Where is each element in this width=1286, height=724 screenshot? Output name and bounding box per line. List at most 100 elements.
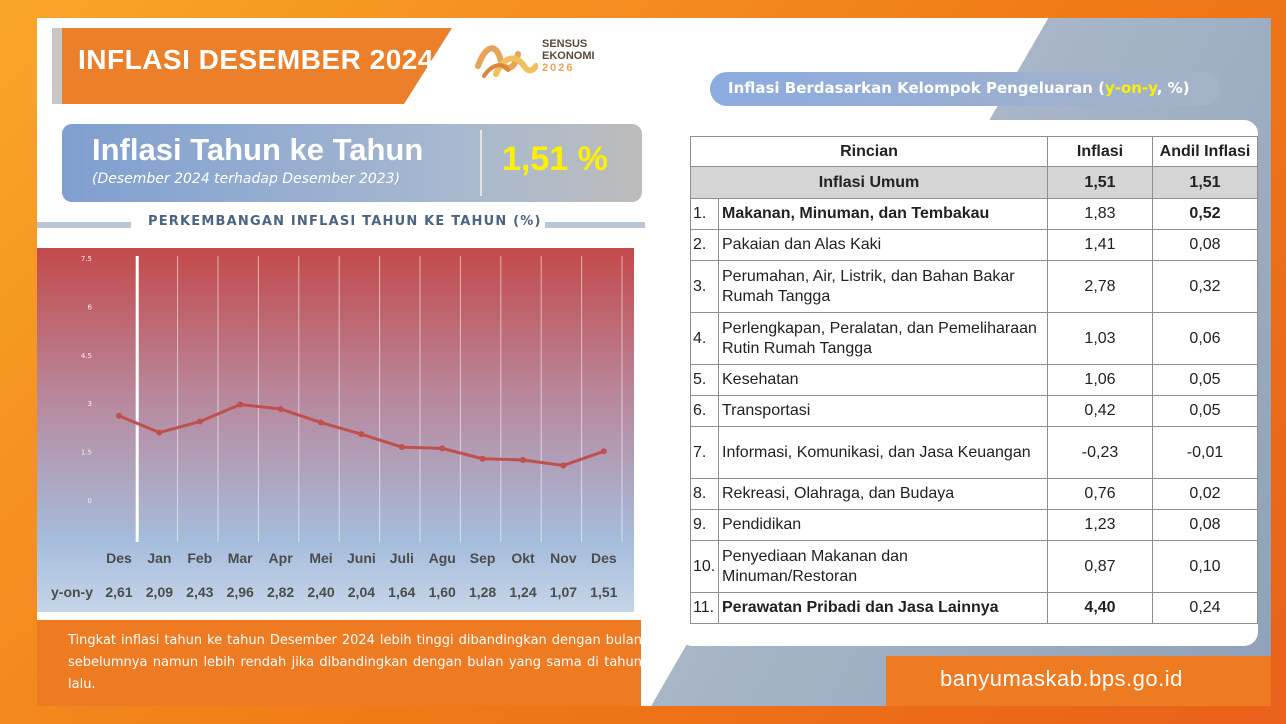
row-number: 8. [690, 478, 719, 510]
row-andil: 0,52 [1152, 198, 1258, 230]
row-inflasi: 4,40 [1047, 592, 1153, 624]
y-tick-label: 1.5 [81, 449, 92, 457]
summary-note: Tingkat inflasi tahun ke tahun Desember … [68, 633, 642, 692]
row-inflasi: 0,42 [1047, 395, 1153, 427]
kpi-value: 1,51 % [502, 140, 608, 178]
title-banner [52, 28, 452, 104]
x-tick-label: Des [590, 550, 617, 566]
y-tick-label: 6 [88, 303, 93, 311]
logo-mark-icon [475, 45, 538, 78]
row-name: Makanan, Minuman, dan Tembakau [718, 198, 1048, 230]
table-row: 1. Makanan, Minuman, dan Tembakau 1,83 0,52 [690, 198, 1258, 230]
table-row: 9. Pendidikan 1,23 0,08 [690, 509, 1258, 541]
row-name: Perumahan, Air, Listrik, dan Bahan Bakar… [718, 260, 1048, 313]
y-tick-label: 3 [88, 400, 92, 408]
row-inflasi: 1,06 [1047, 364, 1153, 396]
sensus-ekonomi-logo: SENSUS EKONOMI 2026 [474, 36, 644, 86]
footer-box: banyumaskab.bps.go.id [886, 656, 1271, 706]
inflation-table: Rincian Inflasi Andil Inflasi Inflasi Um… [690, 136, 1258, 624]
row-andil: -0,01 [1152, 426, 1258, 479]
row-andil: 0,32 [1152, 260, 1258, 313]
data-point [560, 462, 567, 469]
row-andil: 0,24 [1152, 592, 1258, 624]
umum-andil: 1,51 [1152, 166, 1258, 199]
row-label: y-on-y [51, 584, 93, 600]
row-name: Kesehatan [718, 364, 1048, 396]
table-row: 10. Penyediaan Makanan dan Minuman/Restor… [690, 540, 1258, 593]
data-point [479, 455, 486, 462]
row-number: 3. [690, 260, 719, 313]
logo-text: SENSUS EKONOMI 2026 [542, 38, 595, 74]
row-inflasi: 1,41 [1047, 229, 1153, 261]
col-andil: Andil Inflasi [1152, 136, 1258, 167]
row-andil: 0,05 [1152, 364, 1258, 396]
table-row-umum: Inflasi Umum 1,51 1,51 [690, 166, 1258, 199]
y-tick-label: 0 [88, 497, 92, 505]
row-andil: 0,06 [1152, 312, 1258, 365]
row-andil: 0,05 [1152, 395, 1258, 427]
row-number: 9. [690, 509, 719, 541]
data-point [358, 431, 365, 438]
kpi-title: Inflasi Tahun ke Tahun [92, 132, 424, 167]
col-rincian: Rincian [690, 136, 1048, 167]
table-row: 3. Perumahan, Air, Listrik, dan Bahan Bak… [690, 260, 1258, 313]
row-andil: 0,08 [1152, 509, 1258, 541]
data-value-label: 2,96 [226, 584, 254, 600]
footer-url: banyumaskab.bps.go.id [940, 666, 1183, 691]
data-value-label: 1,60 [428, 584, 456, 600]
table-row: 8. Rekreasi, Olahraga, dan Budaya 0,76 0,02 [690, 478, 1258, 510]
row-name: Rekreasi, Olahraga, dan Budaya [718, 478, 1048, 510]
chart-heading: PERKEMBANGAN INFLASI TAHUN KE TAHUN (%) [148, 214, 542, 229]
x-tick-label: Mei [309, 550, 333, 566]
kpi-divider [480, 130, 482, 196]
data-value-label: 2,43 [186, 584, 214, 600]
table-card: Rincian Inflasi Andil Inflasi Inflasi Um… [678, 120, 1258, 646]
table-row: 4. Perlengkapan, Peralatan, dan Pemelihar… [690, 312, 1258, 365]
row-andil: 0,08 [1152, 229, 1258, 261]
row-number: 5. [690, 364, 719, 396]
data-value-label: 2,09 [145, 584, 174, 600]
data-point [116, 412, 122, 419]
data-value-label: 2,82 [266, 584, 295, 600]
row-name: Pendidikan [718, 509, 1048, 541]
row-name: Transportasi [718, 395, 1048, 427]
x-tick-label: Agu [428, 550, 456, 566]
table-row: 11. Perawatan Pribadi dan Jasa Lainnya 4,4… [690, 592, 1258, 624]
title-accent [52, 28, 62, 104]
x-tick-label: Nov [550, 550, 577, 566]
y-tick-label: 7.5 [81, 255, 92, 263]
data-point [277, 406, 284, 413]
page-title: INFLASI DESEMBER 2024 [78, 44, 434, 75]
kpi-subtitle: (Desember 2024 terhadap Desember 2023) [92, 171, 401, 187]
data-value-label: 1,28 [468, 584, 497, 600]
data-value-label: 1,64 [388, 584, 416, 600]
row-number: 11. [690, 592, 719, 624]
data-point [600, 448, 607, 455]
data-value-label: 1,07 [549, 584, 578, 600]
row-inflasi: 1,23 [1047, 509, 1153, 541]
row-number: 1. [690, 198, 719, 230]
table-row: 2. Pakaian dan Alas Kaki 1,41 0,08 [690, 229, 1258, 261]
note-strip [37, 620, 641, 706]
data-value-label: 2,40 [307, 584, 335, 600]
row-number: 7. [690, 426, 719, 479]
line-chart: 0 1.5 3 4.5 6 7.5 y-on-y Des 2,61 Jan 2,09 Feb 2,4… [37, 248, 634, 612]
chart-xaxis-row: y-on-y Des 2,61 Jan 2,09 Feb 2,43 Mar 2,96 Apr 2,… [37, 542, 634, 612]
data-value-label: 2,61 [105, 584, 133, 600]
data-value-label: 1,24 [509, 584, 537, 600]
row-inflasi: 1,03 [1047, 312, 1153, 365]
data-point [439, 445, 446, 452]
row-andil: 0,10 [1152, 540, 1258, 593]
data-point [318, 419, 324, 426]
x-tick-label: Jan [147, 550, 172, 566]
row-name: Informasi, Komunikasi, dan Jasa Keuangan [718, 426, 1048, 479]
x-tick-label: Des [106, 550, 132, 566]
heading-rule-left [37, 222, 131, 228]
kpi-card: Inflasi Tahun ke Tahun (Desember 2024 te… [62, 124, 642, 202]
table-heading-pill: Inflasi Berdasarkan Kelompok Pengeluaran… [710, 72, 1220, 106]
row-number: 2. [690, 229, 719, 261]
row-number: 10. [690, 540, 719, 593]
data-point [156, 429, 163, 436]
row-name: Perlengkapan, Peralatan, dan Pemeliharaa… [718, 312, 1048, 365]
x-tick-label: Mar [227, 550, 253, 566]
